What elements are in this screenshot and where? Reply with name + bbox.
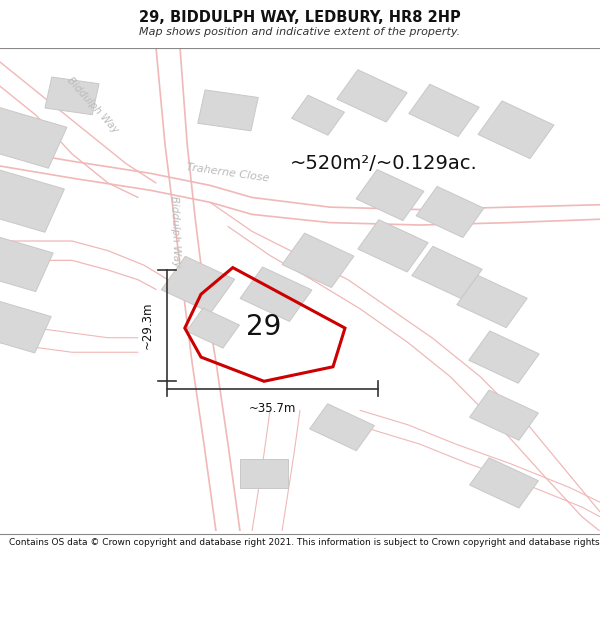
Bar [0, 298, 51, 353]
Text: Biddulph Way: Biddulph Way [65, 76, 121, 136]
Bar [0, 234, 53, 292]
Text: Map shows position and indicative extent of the property.: Map shows position and indicative extent… [139, 27, 461, 37]
Bar [358, 219, 428, 272]
Text: Biddulph Way: Biddulph Way [169, 196, 181, 267]
Bar [0, 106, 67, 168]
Bar [416, 186, 484, 238]
Text: Contains OS data © Crown copyright and database right 2021. This information is : Contains OS data © Crown copyright and d… [9, 538, 600, 547]
Bar [478, 101, 554, 159]
Text: 29: 29 [246, 313, 281, 341]
Bar [337, 70, 407, 122]
Text: ~35.7m: ~35.7m [249, 402, 296, 415]
Bar [161, 256, 235, 312]
Bar [470, 458, 538, 508]
Bar [240, 459, 288, 488]
Text: ~29.3m: ~29.3m [140, 302, 154, 349]
Text: 29, BIDDULPH WAY, LEDBURY, HR8 2HP: 29, BIDDULPH WAY, LEDBURY, HR8 2HP [139, 9, 461, 24]
Bar [469, 331, 539, 383]
Bar [457, 276, 527, 328]
Bar [282, 233, 354, 288]
Bar [470, 390, 538, 440]
Text: Traherne Close: Traherne Close [186, 162, 270, 184]
Bar [409, 84, 479, 136]
Bar [0, 168, 64, 232]
Text: ~520m²/~0.129ac.: ~520m²/~0.129ac. [290, 154, 478, 173]
Bar [198, 90, 258, 131]
Bar [187, 308, 239, 348]
Bar [356, 169, 424, 221]
Bar [412, 246, 482, 299]
Bar [45, 77, 99, 115]
Bar [240, 267, 312, 321]
Bar [310, 404, 374, 451]
Bar [292, 95, 344, 135]
